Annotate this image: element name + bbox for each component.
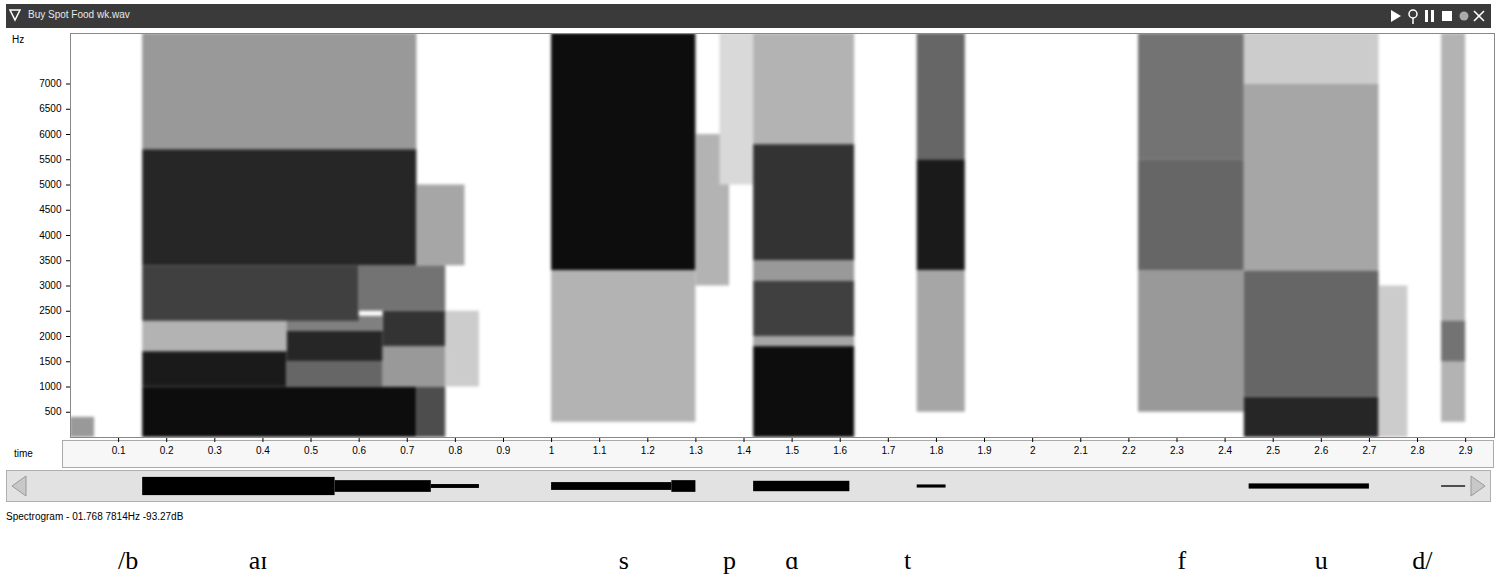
svg-text:1000: 1000 (39, 381, 62, 392)
svg-text:1.3: 1.3 (689, 445, 703, 456)
svg-text:2.9: 2.9 (1459, 445, 1473, 456)
svg-text:7000: 7000 (39, 78, 62, 89)
svg-text:1.1: 1.1 (593, 445, 607, 456)
html-text:Buy Spot Food wk.wav: Buy Spot Food wk.wav (28, 9, 130, 20)
svg-text:6000: 6000 (39, 129, 62, 140)
svg-text:1500: 1500 (39, 356, 62, 367)
svg-text:0.9: 0.9 (497, 445, 511, 456)
svg-text:1.7: 1.7 (881, 445, 895, 456)
svg-text:0.6: 0.6 (352, 445, 366, 456)
svg-text:0.4: 0.4 (256, 445, 270, 456)
svg-text:ɑ: ɑ (785, 546, 799, 575)
svg-text:t: t (904, 546, 912, 575)
svg-text:1.9: 1.9 (978, 445, 992, 456)
svg-text:0.7: 0.7 (400, 445, 414, 456)
svg-text:1: 1 (549, 445, 555, 456)
svg-text:u: u (1315, 546, 1328, 575)
svg-text:2.4: 2.4 (1218, 445, 1232, 456)
svg-text:3000: 3000 (39, 280, 62, 291)
svg-text:s: s (619, 546, 629, 575)
svg-text:/b: /b (118, 546, 138, 575)
svg-text:2500: 2500 (39, 305, 62, 316)
svg-text:0.3: 0.3 (208, 445, 222, 456)
html-text:Spectrogram - 01.768 7814Hz -9: Spectrogram - 01.768 7814Hz -93.27dB (6, 511, 184, 522)
svg-text:2.6: 2.6 (1314, 445, 1328, 456)
svg-text:0.5: 0.5 (304, 445, 318, 456)
svg-text:5500: 5500 (39, 154, 62, 165)
svg-text:6500: 6500 (39, 103, 62, 114)
svg-text:0.1: 0.1 (112, 445, 126, 456)
html-text:Hz: Hz (12, 34, 25, 45)
svg-text:aɪ: aɪ (249, 546, 268, 575)
svg-text:2.3: 2.3 (1170, 445, 1184, 456)
svg-text:p: p (723, 546, 736, 575)
svg-text:1.5: 1.5 (785, 445, 799, 456)
svg-text:1.6: 1.6 (833, 445, 847, 456)
svg-text:3500: 3500 (39, 255, 62, 266)
svg-text:2.8: 2.8 (1411, 445, 1425, 456)
svg-text:2000: 2000 (39, 331, 62, 342)
svg-text:2.1: 2.1 (1074, 445, 1088, 456)
svg-text:2: 2 (1030, 445, 1036, 456)
svg-text:1.8: 1.8 (929, 445, 943, 456)
svg-text:1.2: 1.2 (641, 445, 655, 456)
svg-text:f: f (1177, 546, 1186, 575)
svg-text:0.8: 0.8 (448, 445, 462, 456)
svg-text:d/: d/ (1412, 546, 1433, 575)
svg-text:0.2: 0.2 (160, 445, 174, 456)
svg-text:1.4: 1.4 (737, 445, 751, 456)
svg-text:500: 500 (45, 406, 62, 417)
svg-text:5000: 5000 (39, 179, 62, 190)
svg-text:4000: 4000 (39, 230, 62, 241)
svg-text:2.5: 2.5 (1266, 445, 1280, 456)
svg-text:4500: 4500 (39, 204, 62, 215)
svg-text:2.7: 2.7 (1362, 445, 1376, 456)
html-text:time: time (14, 448, 33, 459)
svg-text:2.2: 2.2 (1122, 445, 1136, 456)
